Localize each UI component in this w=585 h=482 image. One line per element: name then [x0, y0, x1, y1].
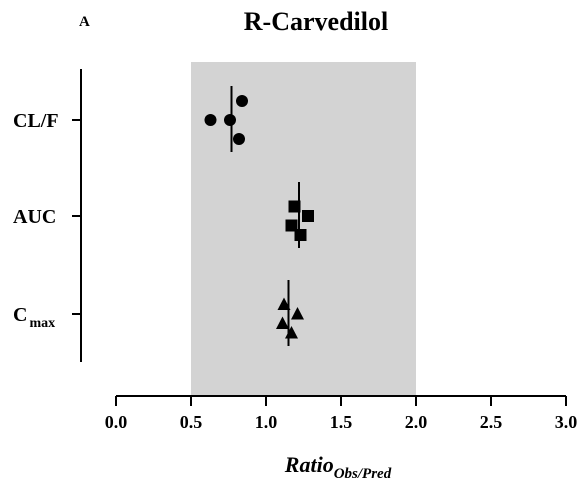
data-point-square — [294, 229, 307, 241]
data-point-triangle — [291, 307, 304, 320]
x-tick-label: 2.0 — [405, 412, 428, 432]
data-point-circle — [224, 114, 236, 126]
x-axis-title: RatioObs/Pred — [284, 452, 392, 482]
x-axis: 0.0 0.5 1.0 1.5 2.0 2.5 3.0 — [105, 395, 578, 432]
y-category-label: CL/F — [13, 110, 59, 132]
x-tick-label: 3.0 — [555, 412, 578, 432]
data-point-circle — [233, 133, 245, 145]
data-point-square — [288, 200, 301, 213]
data-marks — [204, 86, 314, 346]
y-category-label: AUC — [13, 206, 56, 228]
data-point-square — [285, 219, 298, 232]
x-tick-label: 2.5 — [480, 412, 503, 432]
x-tick-label: 1.0 — [255, 412, 278, 432]
x-tick-label: 0.0 — [105, 412, 128, 432]
chart-title: R-Carvedilol — [244, 7, 388, 36]
data-point-triangle — [276, 316, 289, 329]
data-point-square — [302, 210, 314, 222]
x-tick-label: 1.5 — [330, 412, 353, 432]
x-tick-label: 0.5 — [180, 412, 203, 432]
data-point-circle — [204, 114, 217, 126]
data-point-triangle — [285, 326, 298, 339]
panel-label: A — [79, 14, 90, 30]
x-axis-title-main: Ratio — [284, 452, 334, 477]
x-axis-title-subscript: Obs/Pred — [334, 466, 392, 482]
data-point-triangle — [277, 297, 291, 310]
data-point-circle — [236, 95, 248, 107]
y-axis-labels: CL/F AUC C max — [13, 110, 81, 331]
